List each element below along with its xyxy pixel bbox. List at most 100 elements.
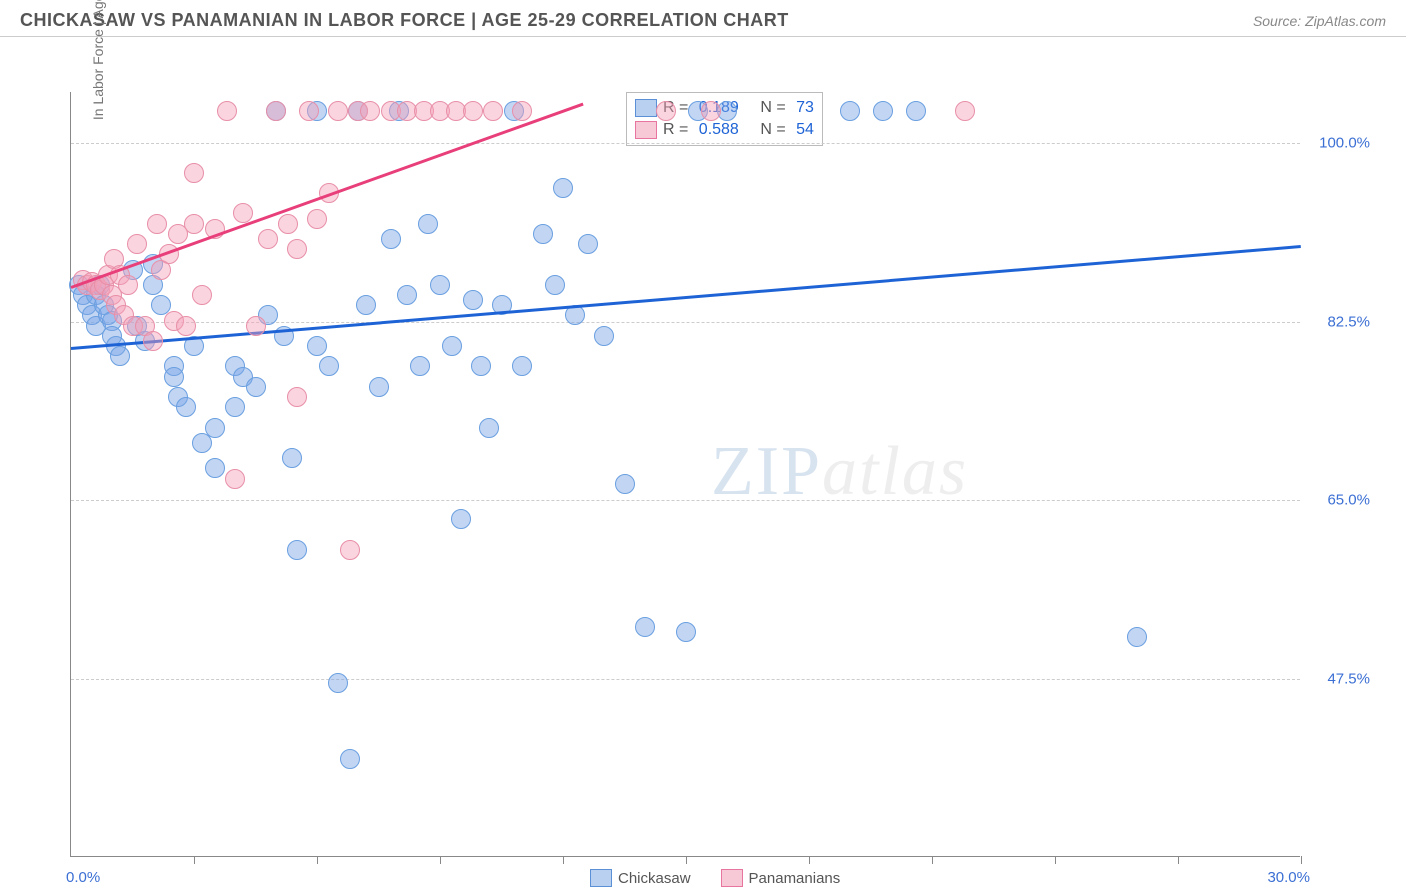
data-point [328, 101, 348, 121]
y-tick-label: 82.5% [1310, 313, 1370, 330]
gridline [71, 679, 1300, 680]
gridline [71, 500, 1300, 501]
bottom-legend-item: Panamanians [721, 869, 841, 887]
data-point [873, 101, 893, 121]
trend-line [70, 102, 584, 288]
data-point [176, 316, 196, 336]
data-point [205, 418, 225, 438]
x-tick [809, 856, 810, 864]
data-point [360, 101, 380, 121]
x-axis-start-label: 0.0% [66, 869, 100, 886]
data-point [184, 214, 204, 234]
x-tick [1301, 856, 1302, 864]
data-point [463, 101, 483, 121]
data-point [299, 101, 319, 121]
data-point [225, 397, 245, 417]
y-tick-label: 100.0% [1310, 135, 1370, 152]
data-point [451, 509, 471, 529]
data-point [217, 101, 237, 121]
x-tick [440, 856, 441, 864]
legend-swatch [635, 99, 657, 117]
x-tick [563, 856, 564, 864]
data-point [246, 377, 266, 397]
legend-row: R = 0.588N = 54 [635, 119, 814, 141]
legend-swatch [721, 869, 743, 887]
chart-source: Source: ZipAtlas.com [1253, 13, 1386, 29]
data-point [410, 356, 430, 376]
legend-n-value: 54 [792, 121, 814, 139]
data-point [533, 224, 553, 244]
data-point [594, 326, 614, 346]
data-point [118, 275, 138, 295]
data-point [676, 622, 696, 642]
data-point [246, 316, 266, 336]
data-point [287, 239, 307, 259]
legend-n-label: N = [760, 121, 785, 139]
data-point [906, 101, 926, 121]
data-point [615, 474, 635, 494]
data-point [1127, 627, 1147, 647]
data-point [471, 356, 491, 376]
x-tick [686, 856, 687, 864]
data-point [578, 234, 598, 254]
chart-header: CHICKASAW VS PANAMANIAN IN LABOR FORCE |… [0, 0, 1406, 37]
data-point [287, 540, 307, 560]
data-point [442, 336, 462, 356]
data-point [340, 540, 360, 560]
data-point [287, 387, 307, 407]
legend-label: Panamanians [749, 870, 841, 887]
data-point [278, 214, 298, 234]
data-point [430, 275, 450, 295]
legend-r-label: R = [663, 121, 688, 139]
data-point [282, 448, 302, 468]
data-point [356, 295, 376, 315]
legend-n-value: 73 [792, 99, 814, 117]
data-point [307, 336, 327, 356]
data-point [545, 275, 565, 295]
data-point [176, 397, 196, 417]
data-point [483, 101, 503, 121]
x-tick [317, 856, 318, 864]
data-point [701, 101, 721, 121]
data-point [340, 749, 360, 769]
legend-swatch [635, 121, 657, 139]
x-tick [1178, 856, 1179, 864]
data-point [328, 673, 348, 693]
data-point [955, 101, 975, 121]
plot-region: ZIPatlas R = 0.189N = 73R = 0.588N = 54 … [70, 92, 1300, 857]
data-point [369, 377, 389, 397]
data-point [512, 356, 532, 376]
watermark-zip: ZIP [711, 433, 822, 510]
data-point [512, 101, 532, 121]
legend-swatch [590, 869, 612, 887]
data-point [635, 617, 655, 637]
data-point [463, 290, 483, 310]
y-tick-label: 65.0% [1310, 492, 1370, 509]
data-point [266, 101, 286, 121]
data-point [418, 214, 438, 234]
data-point [553, 178, 573, 198]
data-point [381, 229, 401, 249]
data-point [147, 214, 167, 234]
data-point [184, 163, 204, 183]
chart-title: CHICKASAW VS PANAMANIAN IN LABOR FORCE |… [20, 10, 789, 31]
x-axis-end-label: 30.0% [1267, 869, 1310, 886]
data-point [319, 356, 339, 376]
data-point [479, 418, 499, 438]
y-tick-label: 47.5% [1310, 670, 1370, 687]
data-point [397, 285, 417, 305]
data-point [127, 234, 147, 254]
bottom-legend-item: Chickasaw [590, 869, 691, 887]
data-point [258, 229, 278, 249]
gridline [71, 143, 1300, 144]
data-point [840, 101, 860, 121]
data-point [307, 209, 327, 229]
data-point [656, 101, 676, 121]
x-tick [194, 856, 195, 864]
watermark-atlas: atlas [822, 433, 968, 510]
data-point [143, 331, 163, 351]
data-point [225, 469, 245, 489]
series-legend: Chickasaw Panamanians [590, 869, 840, 887]
data-point [205, 458, 225, 478]
legend-n-label: N = [760, 99, 785, 117]
